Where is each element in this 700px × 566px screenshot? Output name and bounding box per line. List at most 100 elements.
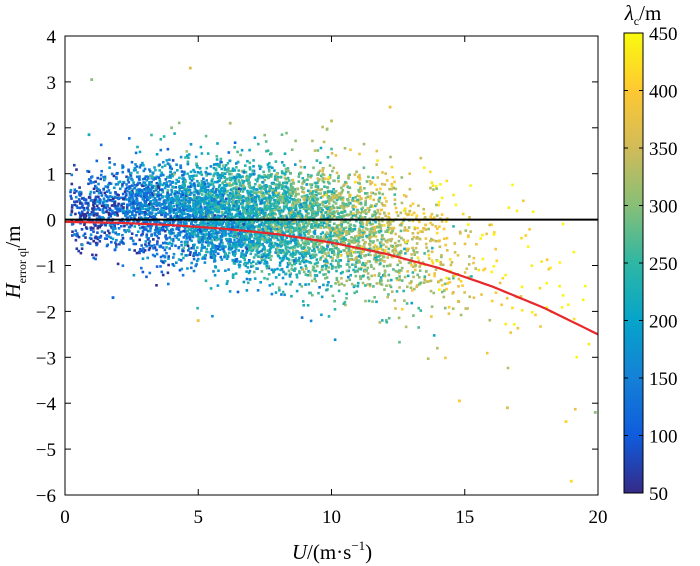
scatter-point (100, 230, 104, 233)
scatter-point (268, 284, 272, 287)
scatter-point (266, 239, 270, 243)
scatter-point (145, 178, 149, 182)
scatter-point (228, 182, 231, 185)
scatter-point (277, 193, 280, 196)
scatter-point (520, 236, 523, 240)
scatter-point (382, 255, 385, 259)
scatter-point (121, 184, 124, 188)
scatter-point (287, 169, 290, 173)
scatter-point (177, 217, 180, 220)
scatter-point (409, 261, 413, 264)
scatter-point (70, 182, 74, 186)
scatter-point (351, 206, 354, 209)
scatter-point (136, 145, 139, 149)
scatter-point (330, 215, 334, 218)
scatter-point (359, 221, 362, 225)
scatter-point (87, 204, 90, 207)
scatter-point (403, 207, 407, 210)
scatter-point (248, 240, 251, 244)
scatter-point (165, 237, 169, 240)
scatter-point (177, 258, 181, 261)
scatter-point (222, 205, 225, 208)
scatter-point (427, 273, 431, 276)
scatter-point (457, 285, 460, 288)
scatter-point (244, 232, 248, 236)
scatter-point (69, 188, 73, 192)
scatter-point (149, 200, 152, 203)
scatter-point (393, 252, 396, 256)
scatter-point (189, 228, 193, 231)
scatter-point (164, 214, 167, 217)
scatter-point (317, 173, 320, 176)
scatter-point (400, 269, 403, 272)
scatter-point (364, 201, 367, 204)
scatter-point (407, 261, 411, 265)
scatter-point (274, 276, 278, 279)
scatter-point (184, 234, 187, 238)
scatter-point (167, 202, 171, 205)
scatter-point (228, 200, 231, 203)
scatter-point (294, 257, 298, 260)
scatter-point (392, 268, 395, 271)
scatter-point (268, 250, 271, 254)
scatter-point (206, 250, 209, 254)
scatter-point (297, 192, 300, 196)
scatter-point (313, 250, 317, 253)
scatter-point (214, 246, 218, 250)
scatter-point (173, 234, 177, 238)
scatter-point (381, 203, 385, 207)
scatter-point (368, 237, 371, 240)
scatter-point (216, 142, 219, 145)
scatter-point (312, 190, 315, 193)
scatter-point (344, 303, 347, 307)
scatter-point (216, 173, 219, 177)
scatter-point (269, 173, 272, 177)
scatter-point (153, 198, 157, 202)
scatter-point (377, 274, 381, 277)
scatter-point (193, 187, 197, 190)
scatter-point (321, 176, 324, 180)
scatter-point (520, 309, 524, 312)
scatter-point (376, 176, 380, 179)
scatter-point (354, 263, 357, 267)
scatter-point (126, 189, 129, 193)
scatter-point (241, 204, 244, 207)
scatter-point (270, 241, 274, 244)
scatter-point (158, 221, 162, 225)
scatter-point (217, 237, 220, 241)
scatter-point (358, 173, 361, 177)
scatter-point (259, 260, 263, 264)
scatter-point (175, 261, 178, 264)
scatter-point (193, 195, 196, 199)
scatter-point (212, 203, 215, 206)
scatter-point (262, 235, 266, 238)
scatter-point (230, 215, 233, 218)
scatter-point (141, 161, 144, 165)
scatter-point (136, 183, 139, 186)
scatter-point (194, 197, 198, 200)
scatter-point (290, 210, 293, 213)
scatter-point (371, 213, 375, 217)
scatter-point (390, 165, 394, 169)
scatter-point (336, 280, 340, 284)
scatter-point (280, 240, 283, 244)
scatter-point (216, 247, 220, 251)
scatter-point (227, 224, 230, 228)
scatter-point (275, 186, 278, 190)
scatter-point (185, 232, 189, 236)
scatter-point (173, 171, 176, 175)
scatter-point (327, 281, 330, 284)
scatter-point (293, 188, 296, 191)
scatter-point (180, 193, 183, 196)
scatter-point (331, 198, 334, 201)
scatter-point (328, 198, 331, 202)
scatter-point (351, 263, 354, 266)
scatter-point (160, 259, 163, 263)
scatter-point (268, 161, 271, 165)
scatter-point (383, 183, 387, 186)
scatter-point (158, 232, 161, 236)
scatter-point (141, 177, 145, 181)
scatter-point (262, 253, 265, 256)
scatter-point (439, 183, 442, 186)
scatter-point (213, 214, 217, 217)
